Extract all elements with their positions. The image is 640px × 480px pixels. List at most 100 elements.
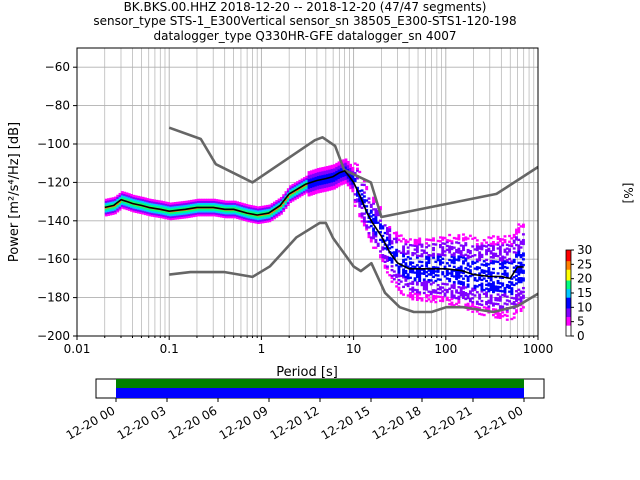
heatmap-cell xyxy=(473,254,477,257)
heatmap-cell xyxy=(224,214,228,217)
heatmap-cell xyxy=(512,251,516,254)
heatmap-cell xyxy=(457,286,461,289)
heatmap-cell xyxy=(510,302,514,305)
heatmap-cell xyxy=(457,249,461,252)
heatmap-cell xyxy=(183,202,187,206)
heatmap-cell xyxy=(436,253,440,256)
heatmap-cell xyxy=(429,279,433,282)
heatmap-cell xyxy=(397,271,401,274)
heatmap-cell xyxy=(238,215,242,218)
heatmap-cell xyxy=(180,216,184,219)
heatmap-cell xyxy=(346,160,350,164)
heatmap-cell xyxy=(438,259,442,262)
heatmap-cell xyxy=(118,200,122,203)
heatmap-cell xyxy=(365,226,369,229)
heatmap-cell xyxy=(208,198,212,202)
heatmap-cell xyxy=(425,288,429,291)
heatmap-cell xyxy=(521,286,525,290)
heatmap-cell xyxy=(381,246,385,249)
heatmap-cell xyxy=(498,285,502,289)
heatmap-cell xyxy=(342,159,346,162)
heatmap-cell xyxy=(457,295,461,298)
heatmap-cell xyxy=(118,206,122,209)
heatmap-cell xyxy=(330,187,334,191)
heatmap-cell xyxy=(489,244,493,247)
heatmap-cell xyxy=(367,197,371,200)
heatmap-cell xyxy=(351,189,355,193)
heatmap-cell xyxy=(438,240,442,243)
heatmap-cell xyxy=(245,205,249,209)
heatmap-cell xyxy=(326,167,329,171)
heatmap-cell xyxy=(503,250,507,253)
colorbar-band xyxy=(566,290,571,294)
heatmap-cell xyxy=(489,282,493,286)
heatmap-cell xyxy=(487,249,491,253)
heatmap-cell xyxy=(501,276,505,280)
heatmap-cell xyxy=(190,213,193,216)
heatmap-cell xyxy=(277,208,281,211)
heatmap-cell xyxy=(222,202,226,205)
timebar-tick-label: 12-20 00 xyxy=(64,403,118,442)
heatmap-cell xyxy=(457,255,461,258)
heatmap-cell xyxy=(146,207,150,210)
heatmap-cell xyxy=(245,207,249,211)
heatmap-cell xyxy=(263,216,267,220)
heatmap-cell xyxy=(261,219,265,222)
heatmap-cell xyxy=(501,290,505,293)
heatmap-cell xyxy=(374,208,378,211)
heatmap-cell xyxy=(217,205,221,208)
heatmap-cell xyxy=(360,183,364,186)
heatmap-cell xyxy=(441,236,445,239)
heatmap-cell xyxy=(220,209,223,212)
heatmap-cell xyxy=(104,212,108,215)
heatmap-cell xyxy=(462,244,465,248)
heatmap-cell xyxy=(404,279,408,282)
heatmap-cell xyxy=(178,201,182,204)
heatmap-cell xyxy=(286,192,290,195)
heatmap-cell xyxy=(521,238,525,242)
heatmap-cell xyxy=(457,266,461,270)
heatmap-cell xyxy=(245,217,249,220)
heatmap-cell xyxy=(249,208,253,212)
axes: 0.01 0.1 1 10 100 1000−200−180−160−140−120−10… xyxy=(37,47,553,356)
heatmap-cell xyxy=(478,276,482,279)
heatmap-cell xyxy=(388,256,392,260)
heatmap-cell xyxy=(208,208,212,211)
heatmap-cell xyxy=(436,291,440,294)
heatmap-cell xyxy=(464,242,468,245)
heatmap-cell xyxy=(420,297,424,300)
heatmap-cell xyxy=(385,267,389,270)
heatmap-cell xyxy=(309,172,313,175)
heatmap-cell xyxy=(473,236,477,240)
heatmap-cell xyxy=(190,211,193,214)
heatmap-cell xyxy=(519,280,523,284)
heatmap-cell xyxy=(171,217,175,220)
heatmap-cell xyxy=(494,316,498,319)
heatmap-cell xyxy=(362,216,366,219)
heatmap-cell xyxy=(519,263,523,266)
heatmap-cell xyxy=(395,248,399,252)
heatmap-cell xyxy=(183,200,187,204)
heatmap-cell xyxy=(485,287,488,290)
timebar-tick-label: 12-20 21 xyxy=(421,403,475,442)
chart-title: BK.BKS.00.HHZ 2018-12-20 -- 2018-12-20 (… xyxy=(93,0,516,43)
heatmap-cell xyxy=(372,196,376,200)
heatmap-cell xyxy=(127,198,131,202)
heatmap-cell xyxy=(452,261,456,265)
heatmap-cell xyxy=(491,287,495,290)
heatmap-cell xyxy=(422,270,426,274)
heatmap-cell xyxy=(275,211,279,214)
heatmap-cell xyxy=(330,164,334,168)
heatmap-cell xyxy=(321,168,325,172)
heatmap-cell xyxy=(150,202,154,206)
heatmap-cell xyxy=(332,177,336,180)
heatmap-cell xyxy=(491,252,495,255)
heatmap-cell xyxy=(176,211,180,214)
heatmap-cell xyxy=(498,262,502,266)
heatmap-cell xyxy=(314,172,318,175)
colorbar-band xyxy=(566,282,571,285)
heatmap-cell xyxy=(397,265,401,268)
heatmap-cell xyxy=(429,273,433,276)
heatmap-cell xyxy=(309,183,313,187)
heatmap-cell xyxy=(249,205,253,208)
